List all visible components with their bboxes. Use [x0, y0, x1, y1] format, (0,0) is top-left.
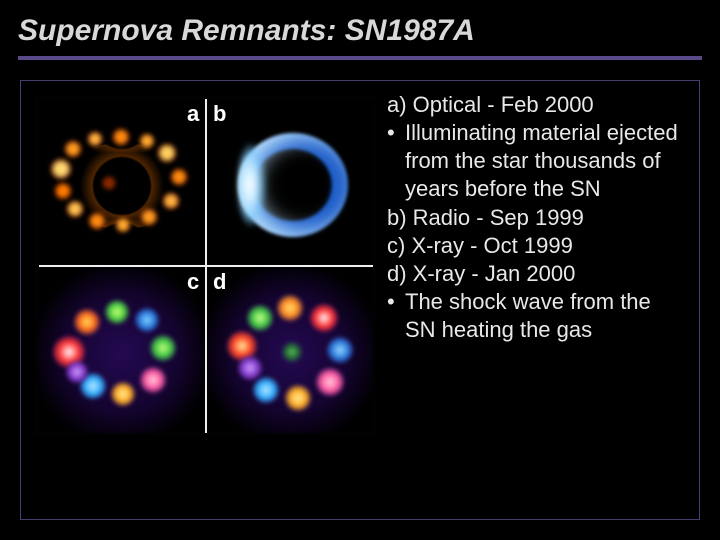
optical-knot: [88, 212, 106, 230]
xray-blob: [238, 356, 262, 380]
xray-blob: [327, 337, 353, 363]
xray-blob: [135, 308, 159, 332]
xray-blob: [140, 367, 166, 393]
bullet-icon: •: [387, 288, 405, 344]
optical-knot: [115, 217, 131, 233]
caption-a-heading: a) Optical - Feb 2000: [387, 91, 687, 119]
caption-d: d) X-ray - Jan 2000: [387, 260, 687, 288]
optical-knot: [102, 176, 116, 190]
optical-knot: [170, 168, 188, 186]
xray-blob: [277, 295, 303, 321]
caption-text: a) Optical - Feb 2000 • Illuminating mat…: [387, 91, 687, 344]
title-underline: [18, 56, 702, 60]
panel-a-optical: [39, 99, 204, 264]
grid-divider-horizontal: [39, 265, 373, 267]
caption-b: b) Radio - Sep 1999: [387, 204, 687, 232]
panel-b-radio: [208, 99, 373, 264]
radio-bright-limb: [238, 143, 266, 227]
caption-a-bullet: • Illuminating material ejected from the…: [387, 119, 687, 203]
panel-label-a: a: [187, 101, 199, 127]
optical-knot: [50, 158, 72, 180]
xray-blob: [253, 377, 279, 403]
optical-knot: [139, 133, 155, 149]
optical-knot: [162, 192, 180, 210]
panel-label-d: d: [213, 269, 226, 295]
bullet-icon: •: [387, 119, 405, 203]
slide-title: Supernova Remnants: SN1987A: [0, 0, 720, 48]
figure-grid: a b c d: [35, 95, 375, 435]
xray-blob: [310, 304, 338, 332]
panel-d-xray: [208, 268, 373, 433]
xray-blob: [282, 342, 302, 362]
optical-knot: [64, 140, 82, 158]
xray-blob: [285, 385, 311, 411]
xray-blob: [105, 300, 129, 324]
optical-knot: [140, 208, 158, 226]
optical-knot: [54, 182, 72, 200]
optical-knot: [66, 200, 84, 218]
caption-c: c) X-ray - Oct 1999: [387, 232, 687, 260]
panel-label-b: b: [213, 101, 226, 127]
optical-knot: [157, 143, 177, 163]
content-frame: a b c d a) Optical - Feb 2000 • Illumina…: [20, 80, 700, 520]
slide: Supernova Remnants: SN1987A a: [0, 0, 720, 540]
xray-blob: [111, 382, 135, 406]
caption-final-bullet-text: The shock wave from the SN heating the g…: [405, 288, 687, 344]
caption-final-bullet: • The shock wave from the SN heating the…: [387, 288, 687, 344]
xray-blob: [66, 361, 88, 383]
panel-label-c: c: [187, 269, 199, 295]
xray-blob: [316, 368, 344, 396]
xray-blob: [74, 309, 100, 335]
panel-c-xray: [39, 268, 204, 433]
caption-a-bullet-text: Illuminating material ejected from the s…: [405, 119, 687, 203]
xray-blob: [247, 305, 273, 331]
optical-knot: [112, 128, 130, 146]
xray-blob: [150, 335, 176, 361]
optical-knot: [87, 131, 103, 147]
